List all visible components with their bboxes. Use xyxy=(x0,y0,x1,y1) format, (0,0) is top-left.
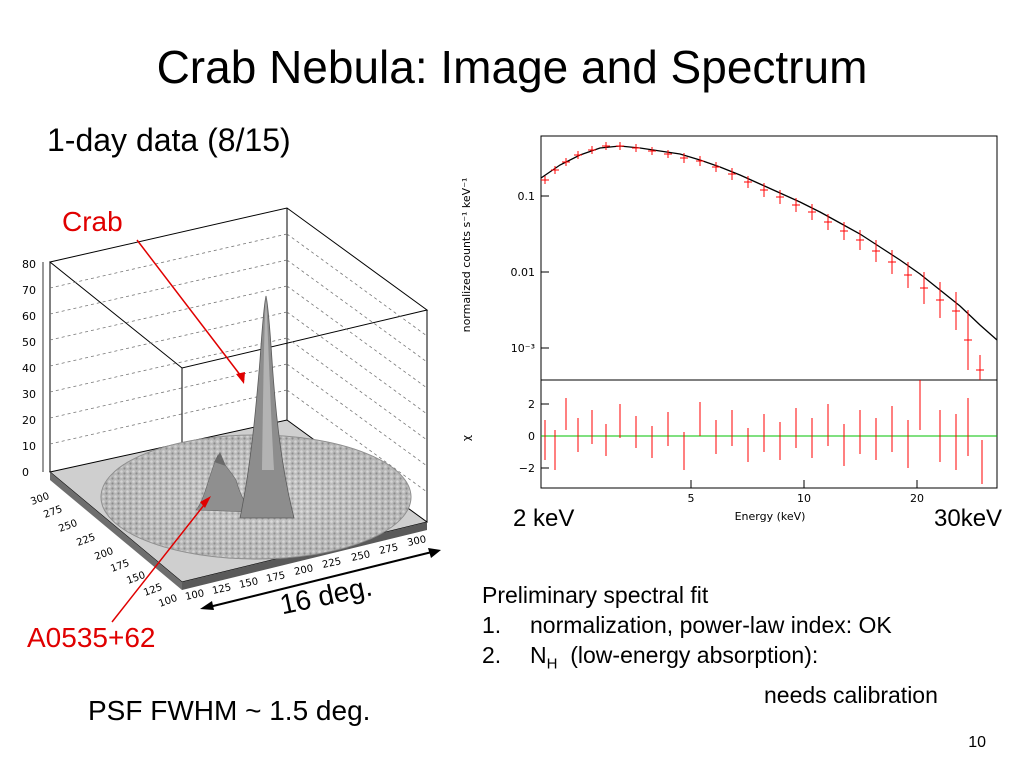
spectrum-upper-frame xyxy=(540,135,998,381)
z-tick: 80 xyxy=(22,258,36,271)
spectrum-xtick: 5 xyxy=(688,492,695,505)
energy-low-label: 2 keV xyxy=(513,505,575,532)
page-number: 10 xyxy=(968,734,986,751)
nh-symbol: N xyxy=(530,642,547,668)
fit-item: 2. NH (low-energy absorption): xyxy=(482,640,938,680)
spectrum-ytick: 0.1 xyxy=(518,190,536,203)
fit-heading: Preliminary spectral fit xyxy=(482,582,709,608)
crab-label: Crab xyxy=(62,206,123,237)
fit-continuation: needs calibration xyxy=(764,681,938,708)
residual-ytick: −2 xyxy=(519,462,535,475)
residual-ylabel: χ xyxy=(460,434,473,441)
fit-item-number: 1. xyxy=(482,612,502,638)
a0535-label: A0535+62 xyxy=(27,622,156,653)
x-tick: 225 xyxy=(321,556,342,571)
spectrum-data-points xyxy=(541,142,984,380)
residual-ytick: 2 xyxy=(528,398,535,411)
y-tick: 100 xyxy=(157,593,179,610)
x-tick: 150 xyxy=(238,576,259,591)
z-tick: 20 xyxy=(22,414,36,427)
x-tick: 200 xyxy=(293,563,314,578)
nh-description: (low-energy absorption): xyxy=(557,642,819,668)
surface-plot: 0 10 20 30 40 50 60 70 80 300 275 250 22… xyxy=(22,207,429,610)
fit-item-text: NH (low-energy absorption): xyxy=(530,640,818,680)
spectrum-residual-frame xyxy=(540,379,998,489)
nh-subscript: H xyxy=(546,655,558,673)
z-tick: 60 xyxy=(22,310,36,323)
extent-arrow xyxy=(200,548,441,610)
x-tick: 300 xyxy=(406,534,427,549)
fit-item-text: normalization, power-law index: OK xyxy=(530,612,892,638)
slide-subtitle: 1-day data (8/15) xyxy=(47,122,291,158)
y-tick: 300 xyxy=(29,491,51,508)
z-tick: 10 xyxy=(22,440,36,453)
slide-title: Crab Nebula: Image and Spectrum xyxy=(156,41,868,93)
y-tick: 150 xyxy=(125,570,147,587)
z-tick: 0 xyxy=(22,466,29,479)
spectrum-xtick: 10 xyxy=(797,492,811,505)
fit-item-number: 2. xyxy=(482,642,502,668)
energy-high-label: 30keV xyxy=(934,505,1003,532)
z-axis: 0 10 20 30 40 50 60 70 80 xyxy=(22,258,44,479)
spectrum-ylabel: normalized counts s⁻¹ keV⁻¹ xyxy=(460,178,473,333)
spectrum-ytick: 0.01 xyxy=(511,266,536,279)
y-tick: 200 xyxy=(93,546,115,563)
x-tick: 125 xyxy=(211,582,232,597)
fit-notes: Preliminary spectral fit 1. normalizatio… xyxy=(482,580,938,710)
spectrum-ytick: 10⁻³ xyxy=(511,342,535,355)
z-gridlines xyxy=(49,233,428,493)
fit-item: 1. normalization, power-law index: OK xyxy=(482,610,938,640)
y-tick: 125 xyxy=(142,582,164,599)
spectrum-xlabel: Energy (keV) xyxy=(735,510,806,523)
a0535-arrow xyxy=(111,496,211,623)
y-tick: 225 xyxy=(75,532,97,549)
z-tick: 70 xyxy=(22,284,36,297)
x-axis: 100 125 150 175 200 225 250 275 300 xyxy=(184,534,427,603)
residual-ytick: 0 xyxy=(528,430,535,443)
spectrum-xtick: 20 xyxy=(910,492,924,505)
y-tick: 275 xyxy=(42,504,64,521)
x-tick: 100 xyxy=(184,588,205,603)
z-tick: 40 xyxy=(22,362,36,375)
z-tick: 30 xyxy=(22,388,36,401)
crab-arrow xyxy=(136,239,245,384)
y-tick: 250 xyxy=(57,518,79,535)
y-tick: 175 xyxy=(109,558,131,575)
z-tick: 50 xyxy=(22,336,36,349)
residual-data-points xyxy=(544,380,983,484)
x-tick: 250 xyxy=(350,549,371,564)
spectrum-plot: 0.1 0.01 10⁻³ 2 0 −2 5 10 20 Energy (keV… xyxy=(460,135,998,523)
x-tick: 275 xyxy=(378,542,399,557)
x-tick: 175 xyxy=(265,570,286,585)
psf-label: PSF FWHM ~ 1.5 deg. xyxy=(88,695,371,726)
